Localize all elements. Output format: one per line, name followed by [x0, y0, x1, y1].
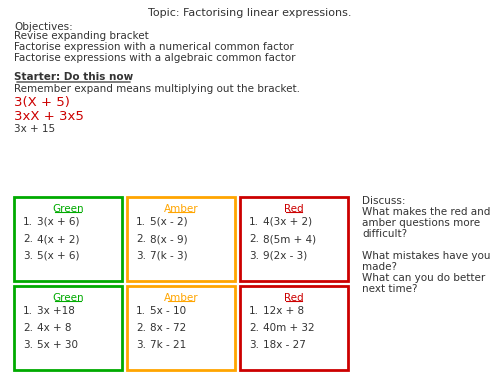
Text: 1.: 1.	[23, 217, 33, 227]
Text: Objectives:: Objectives:	[14, 22, 73, 32]
Text: Amber: Amber	[164, 204, 198, 214]
Text: amber questions more: amber questions more	[362, 218, 480, 228]
Text: 2.: 2.	[23, 234, 33, 244]
FancyBboxPatch shape	[240, 197, 348, 281]
FancyBboxPatch shape	[127, 197, 235, 281]
Text: Topic: Factorising linear expressions.: Topic: Factorising linear expressions.	[148, 8, 352, 18]
Text: 1.: 1.	[249, 217, 259, 227]
Text: 2.: 2.	[249, 234, 259, 244]
Text: What can you do better: What can you do better	[362, 273, 485, 283]
Text: 5(x - 2): 5(x - 2)	[150, 217, 188, 227]
Text: 1.: 1.	[136, 217, 146, 227]
Text: 5(x + 6): 5(x + 6)	[37, 251, 80, 261]
Text: 3(X + 5): 3(X + 5)	[14, 96, 70, 109]
Text: 7k - 21: 7k - 21	[150, 340, 186, 350]
Text: 1.: 1.	[23, 306, 33, 316]
Text: 18x - 27: 18x - 27	[263, 340, 306, 350]
Text: 3.: 3.	[23, 251, 33, 261]
Text: 3xX + 3x5: 3xX + 3x5	[14, 110, 84, 123]
Text: 3.: 3.	[136, 251, 146, 261]
Text: made?: made?	[362, 262, 397, 272]
Text: Red: Red	[284, 293, 304, 303]
FancyBboxPatch shape	[14, 286, 122, 370]
Text: 3.: 3.	[249, 251, 259, 261]
Text: 8x - 72: 8x - 72	[150, 323, 186, 333]
Text: 7(k - 3): 7(k - 3)	[150, 251, 188, 261]
Text: Remember expand means multiplying out the bracket.: Remember expand means multiplying out th…	[14, 84, 300, 94]
FancyBboxPatch shape	[240, 286, 348, 370]
Text: 40m + 32: 40m + 32	[263, 323, 314, 333]
Text: What mistakes have you: What mistakes have you	[362, 251, 490, 261]
FancyBboxPatch shape	[127, 286, 235, 370]
Text: 12x + 8: 12x + 8	[263, 306, 304, 316]
Text: 1.: 1.	[249, 306, 259, 316]
Text: 1.: 1.	[136, 306, 146, 316]
Text: 3.: 3.	[23, 340, 33, 350]
Text: 3.: 3.	[249, 340, 259, 350]
Text: 5x - 10: 5x - 10	[150, 306, 186, 316]
Text: Factorise expression with a numerical common factor: Factorise expression with a numerical co…	[14, 42, 294, 52]
Text: difficult?: difficult?	[362, 229, 407, 239]
Text: 4x + 8: 4x + 8	[37, 323, 72, 333]
Text: 2.: 2.	[249, 323, 259, 333]
Text: 2.: 2.	[136, 323, 146, 333]
Text: 3x +18: 3x +18	[37, 306, 75, 316]
Text: Green: Green	[52, 293, 84, 303]
Text: 3(x + 6): 3(x + 6)	[37, 217, 80, 227]
Text: Amber: Amber	[164, 293, 198, 303]
Text: 3x + 15: 3x + 15	[14, 124, 55, 134]
Text: 5x + 30: 5x + 30	[37, 340, 78, 350]
Text: 2.: 2.	[23, 323, 33, 333]
Text: Factorise expressions with a algebraic common factor: Factorise expressions with a algebraic c…	[14, 53, 296, 63]
Text: 2.: 2.	[136, 234, 146, 244]
Text: 4(x + 2): 4(x + 2)	[37, 234, 80, 244]
Text: Revise expanding bracket: Revise expanding bracket	[14, 31, 149, 41]
Text: Green: Green	[52, 204, 84, 214]
Text: 8(x - 9): 8(x - 9)	[150, 234, 188, 244]
Text: 3.: 3.	[136, 340, 146, 350]
Text: 8(5m + 4): 8(5m + 4)	[263, 234, 316, 244]
Text: Starter: Do this now: Starter: Do this now	[14, 72, 133, 82]
Text: 9(2x - 3): 9(2x - 3)	[263, 251, 307, 261]
Text: Discuss:: Discuss:	[362, 196, 406, 206]
FancyBboxPatch shape	[14, 197, 122, 281]
Text: next time?: next time?	[362, 284, 418, 294]
Text: 4(3x + 2): 4(3x + 2)	[263, 217, 312, 227]
Text: What makes the red and: What makes the red and	[362, 207, 490, 217]
Text: Red: Red	[284, 204, 304, 214]
